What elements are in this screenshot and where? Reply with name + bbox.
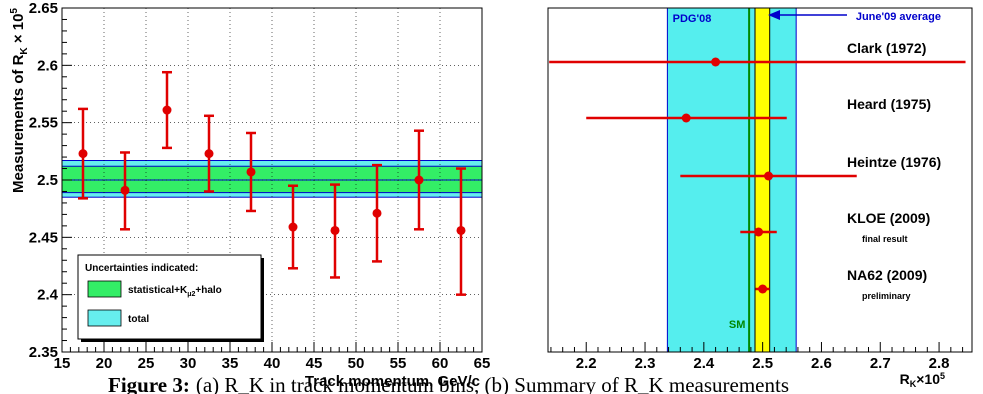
left-y-axis-label-sub: K bbox=[19, 47, 30, 55]
left-x-tick-label: 35 bbox=[222, 355, 239, 372]
right-x-axis-label-sub: K bbox=[910, 379, 917, 389]
figure-caption: Figure 3: (a) R_K in track momentum bins,… bbox=[108, 373, 789, 394]
left-y-tick-label: 2.45 bbox=[29, 229, 58, 246]
left-points bbox=[78, 70, 466, 296]
data-point bbox=[288, 222, 298, 232]
left-ticks: 15 20 25 30 35 40 45 50 55 60 65 2.35 2.4 2.45 2.5 2.55… bbox=[29, 0, 491, 372]
right-x-axis-label-times: ×10 bbox=[916, 371, 940, 387]
right-x-axis-label-exp: 5 bbox=[940, 371, 945, 381]
right-x-tick-label: 2.6 bbox=[811, 355, 832, 372]
pdg-band-label: PDG'08 bbox=[673, 13, 712, 25]
measurement-point bbox=[758, 284, 768, 294]
measurement-point bbox=[754, 227, 764, 237]
data-point bbox=[456, 225, 466, 235]
left-x-tick-label: 25 bbox=[138, 355, 155, 372]
right-x-tick-label: 2.2 bbox=[576, 355, 597, 372]
left-y-axis-label-exp: 5 bbox=[9, 8, 20, 14]
left-gridlines bbox=[62, 8, 482, 352]
left-x-tick-label: 65 bbox=[474, 355, 491, 372]
right-x-tick-label: 2.4 bbox=[693, 355, 715, 372]
legend-label-stat-sub: μ2 bbox=[187, 291, 195, 298]
measurement-label: NA62 (2009) bbox=[847, 267, 927, 283]
data-point bbox=[78, 149, 88, 159]
data-point bbox=[330, 225, 340, 235]
left-x-axis-label: Track momentum, GeV/c bbox=[305, 373, 480, 390]
left-y-axis-label: Measurements of RK × 105 bbox=[9, 8, 30, 193]
pdg-band bbox=[666, 7, 797, 353]
average-band-label: June'09 average bbox=[856, 11, 941, 23]
right-points: Clark (1972) Heard (1975) Heintze (1976) KL… bbox=[549, 40, 966, 301]
data-point bbox=[120, 185, 130, 195]
measurement-point bbox=[764, 171, 774, 181]
left-x-tick-label: 55 bbox=[390, 355, 407, 372]
legend-swatch-total bbox=[87, 309, 122, 327]
right-x-tick-label: 2.7 bbox=[870, 355, 891, 372]
figure-caption-label: Figure 3: bbox=[108, 373, 190, 394]
legend-label-total: total bbox=[128, 314, 149, 325]
measurement-label: KLOE (2009) bbox=[847, 210, 930, 226]
right-plot-frame bbox=[547, 7, 973, 353]
measurement-sublabel: preliminary bbox=[862, 291, 911, 301]
data-point bbox=[414, 175, 424, 185]
left-y-tick-label: 2.6 bbox=[37, 57, 58, 74]
left-y-tick-label: 2.55 bbox=[29, 115, 58, 132]
measurement-label: Heard (1975) bbox=[847, 96, 931, 112]
left-x-tick-label: 60 bbox=[432, 355, 449, 372]
right-x-axis-label: RK×105 bbox=[900, 371, 945, 389]
data-point bbox=[372, 208, 382, 218]
legend-label-stat-suffix: +halo bbox=[195, 285, 221, 296]
right-x-tick-label: 2.8 bbox=[929, 355, 950, 372]
left-x-tick-label: 50 bbox=[348, 355, 365, 372]
right-bands bbox=[666, 7, 797, 353]
left-chart: 15 20 25 30 35 40 45 50 55 60 65 2.35 2.4 2.45 2.5 2.55… bbox=[9, 0, 490, 390]
average-arrowhead-icon bbox=[768, 10, 780, 20]
left-y-tick-label: 2.65 bbox=[29, 0, 58, 17]
left-x-tick-label: 40 bbox=[264, 355, 281, 372]
legend-label-stat-main: statistical+K bbox=[128, 285, 188, 296]
legend-label-stat: statistical+Kμ2+halo bbox=[128, 285, 222, 298]
right-ticks: 2.2 2.3 2.4 2.5 2.6 2.7 2.8 bbox=[550, 342, 964, 372]
figure-caption-text: (a) R_K in track momentum bins, (b) Summ… bbox=[196, 373, 789, 394]
left-x-tick-label: 15 bbox=[54, 355, 71, 372]
right-x-tick-label: 2.5 bbox=[752, 355, 773, 372]
sm-label: SM bbox=[729, 319, 746, 331]
legend-swatch-stat bbox=[87, 280, 122, 298]
left-x-tick-label: 30 bbox=[180, 355, 197, 372]
left-x-tick-label: 20 bbox=[96, 355, 113, 372]
legend: Uncertainties indicated: statistical+Kμ2… bbox=[77, 254, 264, 342]
left-y-tick-label: 2.35 bbox=[29, 344, 58, 361]
left-y-axis-label-times: × 10 bbox=[10, 14, 27, 48]
data-point bbox=[204, 149, 214, 159]
measurement-point bbox=[681, 113, 691, 123]
right-x-tick-label: 2.3 bbox=[635, 355, 656, 372]
left-x-tick-label: 45 bbox=[306, 355, 323, 372]
legend-title: Uncertainties indicated: bbox=[85, 263, 198, 274]
left-y-axis-label-main: Measurements of R bbox=[10, 54, 27, 193]
right-x-axis-label-main: R bbox=[900, 371, 910, 387]
left-y-tick-label: 2.4 bbox=[37, 287, 59, 304]
right-chart: 2.2 2.3 2.4 2.5 2.6 2.7 2.8 PDG'08 June'09 ave… bbox=[547, 7, 973, 389]
measurement-sublabel: final result bbox=[862, 234, 908, 244]
measurement-label: Heintze (1976) bbox=[847, 154, 941, 170]
data-point bbox=[246, 167, 256, 177]
measurement-label: Clark (1972) bbox=[847, 40, 926, 56]
average-arrow bbox=[768, 10, 847, 20]
measurement-point bbox=[711, 57, 721, 67]
data-point bbox=[162, 105, 172, 115]
left-y-tick-label: 2.5 bbox=[37, 172, 58, 189]
